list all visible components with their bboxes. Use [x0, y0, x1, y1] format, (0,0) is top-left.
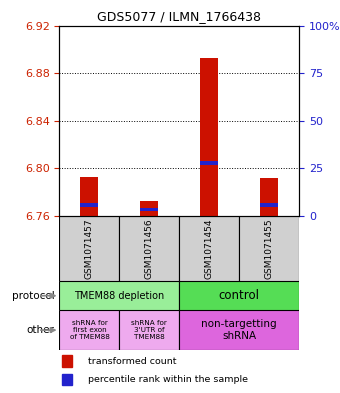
Text: percentile rank within the sample: percentile rank within the sample	[88, 375, 248, 384]
Text: shRNA for
first exon
of TMEM88: shRNA for first exon of TMEM88	[69, 320, 109, 340]
Bar	[119, 216, 179, 281]
Bar	[260, 178, 278, 216]
Bar	[200, 58, 218, 216]
Bar	[239, 216, 299, 281]
Text: transformed count: transformed count	[88, 356, 177, 365]
Text: protocol: protocol	[12, 291, 55, 301]
Text: GSM1071457: GSM1071457	[85, 218, 94, 279]
Text: shRNA for
3'UTR of
TMEM88: shRNA for 3'UTR of TMEM88	[132, 320, 167, 340]
Bar	[140, 208, 158, 211]
Bar	[62, 355, 72, 367]
Text: GSM1071456: GSM1071456	[145, 218, 154, 279]
Bar	[81, 203, 99, 207]
Bar	[62, 374, 72, 385]
Text: TMEM88 depletion: TMEM88 depletion	[74, 291, 165, 301]
Bar	[59, 281, 180, 310]
Text: GSM1071454: GSM1071454	[205, 219, 214, 279]
Bar	[260, 203, 278, 207]
Bar	[179, 310, 299, 350]
Text: control: control	[219, 289, 260, 302]
Bar	[200, 162, 218, 165]
Bar	[119, 310, 179, 350]
Bar	[81, 177, 99, 216]
Title: GDS5077 / ILMN_1766438: GDS5077 / ILMN_1766438	[97, 10, 261, 23]
Text: non-targetting
shRNA: non-targetting shRNA	[202, 320, 277, 341]
Text: other: other	[27, 325, 55, 335]
Bar	[179, 216, 239, 281]
Text: GSM1071455: GSM1071455	[265, 218, 274, 279]
Bar	[140, 201, 158, 216]
Bar	[59, 310, 119, 350]
Bar	[59, 216, 119, 281]
Bar	[179, 281, 299, 310]
